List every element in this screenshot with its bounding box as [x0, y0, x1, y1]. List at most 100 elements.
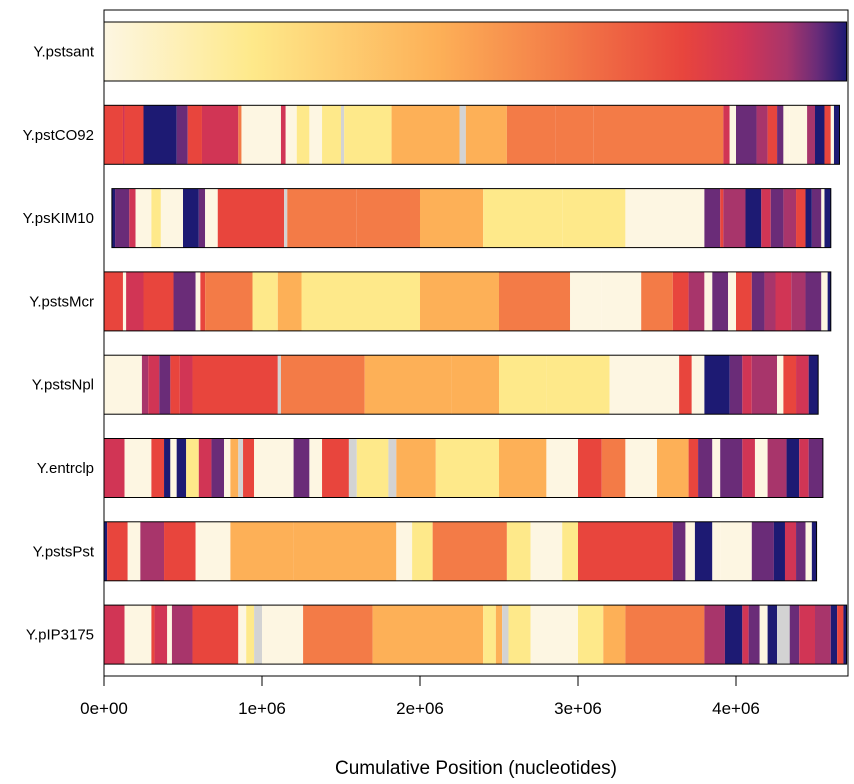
genome-segment: [356, 438, 389, 498]
genome-segment: [164, 438, 171, 498]
genome-row: [111, 188, 832, 249]
genome-row: [103, 21, 848, 82]
genome-segment: [742, 438, 755, 498]
genome-segment: [723, 188, 746, 248]
genome-segment: [641, 271, 673, 331]
genome-segment: [506, 105, 556, 165]
genome-segment: [805, 521, 812, 581]
genome-segment: [751, 271, 765, 331]
genome-segment: [277, 271, 302, 331]
genome-label: Y.pstsant: [33, 44, 94, 61]
genome-label: Y.pstsNpl: [32, 377, 94, 394]
genome-segment: [824, 188, 831, 248]
genome-segment: [148, 355, 160, 415]
genome-segment: [657, 438, 689, 498]
genome-segment: [625, 188, 705, 248]
genome-segment: [412, 521, 433, 581]
genome-segment: [593, 105, 657, 165]
genome-segment: [578, 605, 604, 665]
genome-segment: [195, 521, 231, 581]
genome-segment: [821, 271, 828, 331]
genome-segment: [657, 105, 724, 165]
genome-segment: [211, 438, 225, 498]
genome-segment: [736, 105, 757, 165]
genome-segment: [241, 105, 281, 165]
genome-segment: [601, 438, 626, 498]
genome-row: [103, 604, 848, 665]
genome-row: [103, 354, 819, 415]
genome-segment: [341, 105, 345, 165]
genome-segment: [570, 271, 602, 331]
x-axis-title: Cumulative Position (nucleotides): [335, 758, 617, 779]
genome-segment: [154, 605, 168, 665]
genome-segment: [815, 605, 831, 665]
genome-label: Y.pstsPst: [33, 543, 95, 560]
genome-segment: [728, 271, 736, 331]
genome-segment: [742, 605, 749, 665]
x-tick-label: 4e+06: [712, 699, 760, 718]
genome-segment: [786, 438, 800, 498]
genome-segment: [530, 605, 578, 665]
genome-segment: [815, 105, 825, 165]
genome-segment: [603, 605, 626, 665]
genome-segment: [625, 438, 657, 498]
genome-segment: [104, 438, 125, 498]
genome-segment: [143, 105, 177, 165]
genome-segment: [280, 355, 365, 415]
genome-segment: [238, 605, 247, 665]
genome-row: [103, 438, 824, 498]
genome-segment: [784, 521, 797, 581]
genome-segment: [720, 521, 752, 581]
genome-segment: [262, 605, 304, 665]
genome-segment: [192, 605, 239, 665]
genome-segment: [499, 438, 547, 498]
genome-segment: [837, 605, 844, 665]
genome-segment: [799, 605, 815, 665]
genome-segment: [736, 271, 752, 331]
genome-segment: [198, 188, 206, 248]
genome-row: [103, 271, 832, 332]
genome-segment: [170, 355, 180, 415]
genome-segment: [796, 521, 806, 581]
genome-segment: [364, 355, 452, 415]
genome-segment: [791, 271, 806, 331]
genome-segment: [508, 605, 531, 665]
genome-segment: [459, 105, 466, 165]
genome-segment: [104, 22, 847, 81]
genome-segment: [238, 105, 242, 165]
genome-segment: [341, 271, 420, 331]
genome-segment: [129, 188, 136, 248]
genome-segment: [495, 605, 503, 665]
genome-outline: [111, 188, 832, 249]
genome-label: Y.pstsMcr: [29, 293, 94, 310]
genome-segment: [135, 188, 152, 248]
genome-segment: [789, 105, 808, 165]
genome-segment: [698, 438, 713, 498]
genome-segment: [173, 271, 196, 331]
genome-segment: [104, 605, 125, 665]
genome-label: Y.psKIM10: [23, 210, 94, 227]
genome-segment: [243, 438, 255, 498]
genome-segment: [777, 355, 784, 415]
genome-segment: [499, 355, 547, 415]
genome-segment: [198, 438, 212, 498]
genome-segment: [344, 105, 392, 165]
genome-segment: [796, 188, 806, 248]
genome-segment: [742, 355, 752, 415]
genome-segment: [246, 605, 255, 665]
genome-segment: [111, 188, 116, 248]
genome-segment: [720, 438, 743, 498]
genome-segment: [777, 105, 784, 165]
genome-segment: [759, 605, 768, 665]
genome-segment: [124, 605, 152, 665]
genome-segment: [322, 438, 349, 498]
genome-segment: [704, 355, 730, 415]
genome-segment: [122, 105, 125, 165]
genome-segment: [200, 271, 206, 331]
genome-segment: [372, 605, 420, 665]
genome-segment: [107, 521, 128, 581]
genome-segment: [252, 271, 278, 331]
genome-segment: [764, 271, 776, 331]
genome-segment: [277, 355, 281, 415]
genome-segment: [777, 605, 790, 665]
